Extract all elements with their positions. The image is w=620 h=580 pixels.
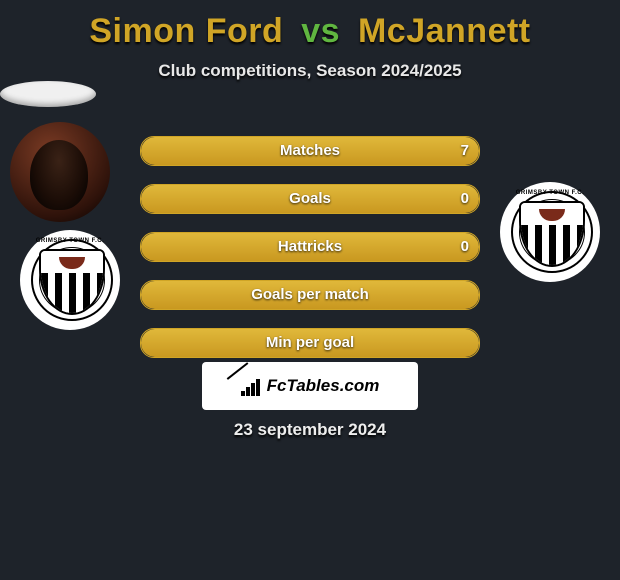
stat-row: Goals0 xyxy=(140,184,480,214)
stat-label: Goals per match xyxy=(141,281,479,309)
stat-value-right: 7 xyxy=(461,137,469,165)
stat-label: Hattricks xyxy=(141,233,479,261)
player1-photo xyxy=(10,122,110,222)
comparison-card: Simon Ford vs McJannett Club competition… xyxy=(0,12,620,580)
fctables-bars-icon xyxy=(241,376,263,396)
stat-row: Goals per match xyxy=(140,280,480,310)
stat-value-right: 0 xyxy=(461,185,469,213)
club-name-text: GRIMSBY TOWN F.C. xyxy=(511,190,589,196)
stat-label: Min per goal xyxy=(141,329,479,357)
player2-photo-placeholder xyxy=(0,81,96,107)
player1-name: Simon Ford xyxy=(89,12,283,50)
branding-box[interactable]: FcTables.com xyxy=(202,362,418,410)
date-text: 23 september 2024 xyxy=(0,420,620,440)
subtitle: Club competitions, Season 2024/2025 xyxy=(0,61,620,81)
stat-row: Hattricks0 xyxy=(140,232,480,262)
stat-row: Min per goal xyxy=(140,328,480,358)
stat-row: Matches7 xyxy=(140,136,480,166)
stat-label: Matches xyxy=(141,137,479,165)
stat-label: Goals xyxy=(141,185,479,213)
stat-value-right: 0 xyxy=(461,233,469,261)
player2-club-crest: GRIMSBY TOWN F.C. xyxy=(500,182,600,282)
branding-text: FcTables.com xyxy=(267,376,380,396)
player2-name: McJannett xyxy=(358,12,531,50)
vs-label: vs xyxy=(301,12,340,50)
stats-panel: Matches7Goals0Hattricks0Goals per matchM… xyxy=(140,136,480,376)
player1-club-crest: GRIMSBY TOWN F.C. xyxy=(20,230,120,330)
club-name-text: GRIMSBY TOWN F.C. xyxy=(31,238,109,244)
page-title: Simon Ford vs McJannett xyxy=(0,12,620,51)
